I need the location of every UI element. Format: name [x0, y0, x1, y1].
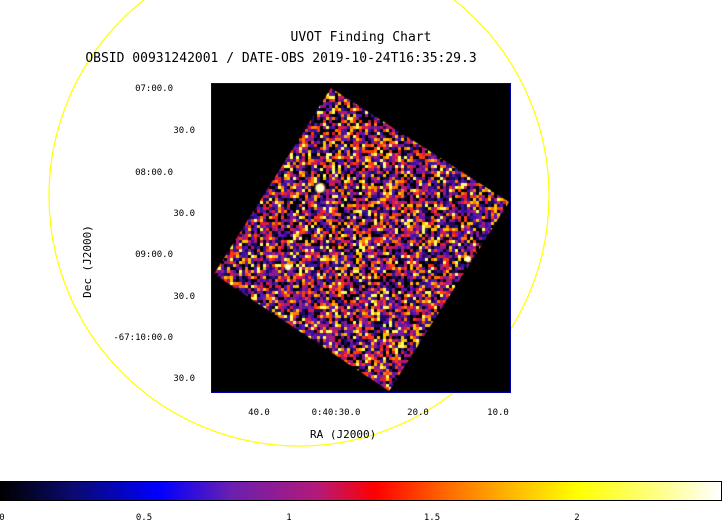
dec-tick: 30.0 [173, 374, 195, 384]
ra-tick: 10.0 [487, 408, 509, 418]
chart-subtitle: OBSID 00931242001 / DATE-OBS 2019-10-24T… [85, 51, 477, 66]
ra-tick: 0:40:30.0 [311, 408, 361, 418]
dec-tick: 08:00.0 [135, 168, 173, 178]
x-axis-label: RA (J2000) [310, 428, 377, 441]
dec-tick: 30.0 [173, 209, 195, 219]
chart-title: UVOT Finding Chart [290, 30, 432, 45]
image-frame [211, 83, 511, 393]
dec-tick: 09:00.0 [135, 250, 173, 260]
dec-tick: 07:00.0 [135, 84, 173, 94]
ra-tick: 40.0 [248, 408, 270, 418]
colorbar-tick: 1 [286, 513, 292, 523]
ra-tick: 20.0 [407, 408, 429, 418]
uvot-image [212, 84, 510, 392]
colorbar-tick: 1.5 [423, 513, 441, 523]
dec-tick: -67:10:00.0 [113, 333, 173, 343]
colorbar [0, 481, 722, 501]
colorbar-tick: 0 [0, 513, 5, 523]
dec-tick: 30.0 [173, 292, 195, 302]
colorbar-tick: 2 [574, 513, 580, 523]
colorbar-tick: 0.5 [135, 513, 153, 523]
dec-tick: 30.0 [173, 126, 195, 136]
y-axis-label: Dec (J2000) [80, 225, 94, 298]
